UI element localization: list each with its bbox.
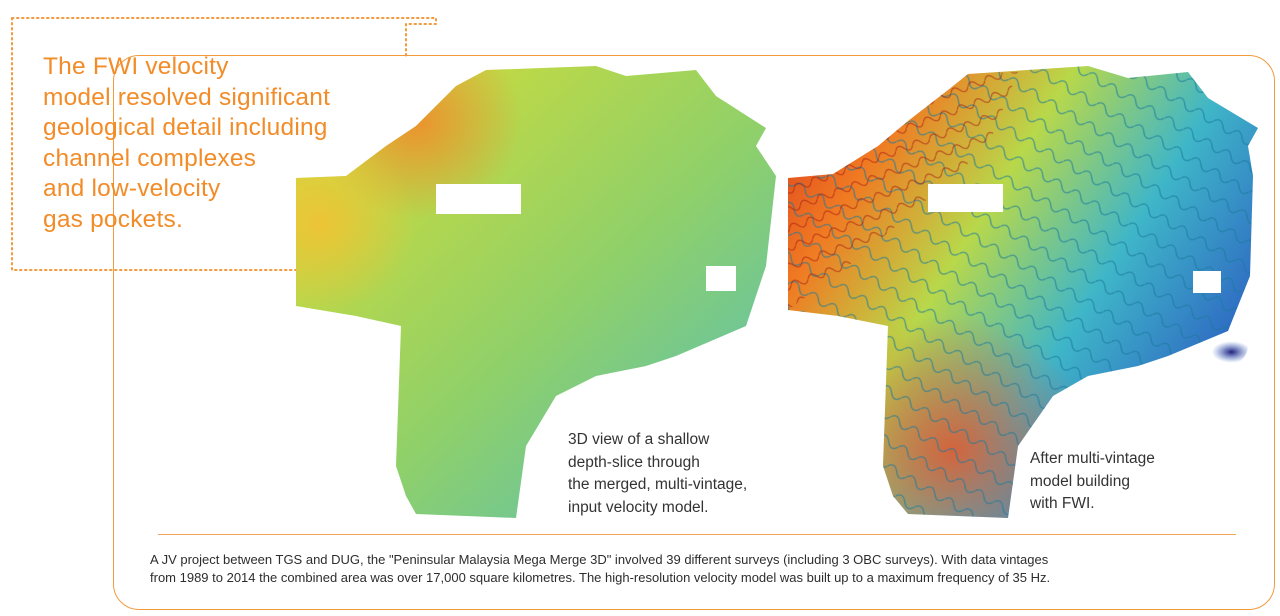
caption-line: with FWI. [1030,495,1095,512]
callout-line: and low-velocity [43,175,221,202]
callout-line: channel complexes [43,144,257,172]
callout-line: model resolved significant [43,83,331,111]
footnote-text: A JV project between TGS and DUG, the "P… [150,551,1250,587]
callout-line: geological detail including [43,114,328,141]
footnote-line: A JV project between TGS and DUG, the "P… [150,552,1049,567]
caption-line: depth-slice through [568,453,700,471]
caption-line: model building [1030,472,1130,490]
callout-box [10,10,438,272]
input-model-caption: 3D view of a shallow depth-slice through… [568,429,747,519]
caption-line: After multi-vintage [1030,450,1155,467]
caption-line: the merged, multi-vintage, [568,476,748,493]
content-frame [113,55,1275,610]
callout-line: gas pockets. [43,205,183,233]
callout-quote: The FWI velocity model resolved signific… [43,52,383,235]
fwi-model-caption: After multi-vintage model building with … [1030,448,1155,516]
footnote-divider [158,534,1236,535]
footnote-line: from 1989 to 2014 the combined area was … [150,570,1051,585]
input-velocity-model-image [296,66,776,521]
callout-line: The FWI velocity [43,53,229,80]
caption-line: 3D view of a shallow [568,431,710,448]
caption-line: input velocity model. [568,498,709,516]
fwi-velocity-model-image [788,66,1268,521]
callout-dotted-border [11,17,437,271]
